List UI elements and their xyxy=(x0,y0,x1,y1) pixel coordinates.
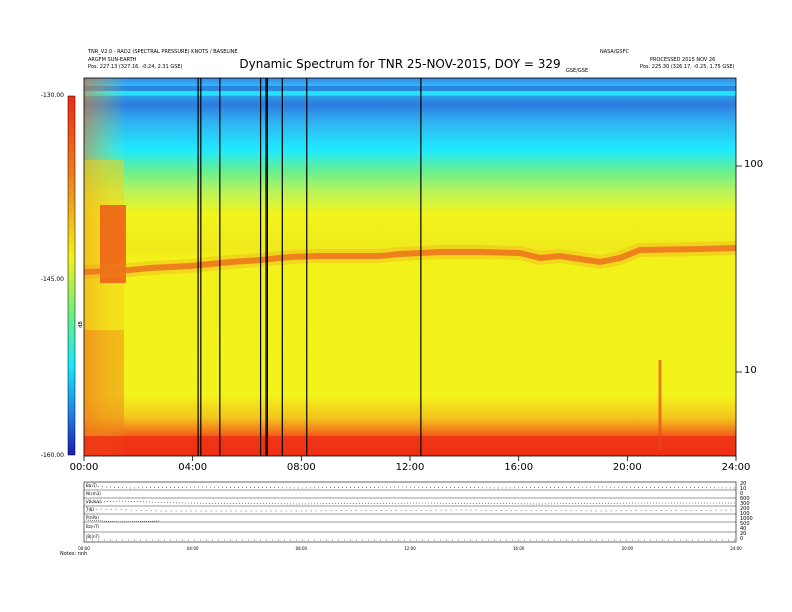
header-left-line2: ARGFM SUN-EARTH xyxy=(88,57,137,63)
colorbar-top-label: -130.00 xyxy=(40,92,64,99)
panel-label: V(km/s) xyxy=(86,499,102,504)
header-center-small: GSE/GSE xyxy=(566,68,589,74)
colorbar-bottom-label: -160.00 xyxy=(40,452,64,459)
x-tick-label: 12:00 xyxy=(395,462,425,473)
panel-right-value: 20 xyxy=(740,481,747,487)
x-tick-label: 20:00 xyxy=(612,462,642,473)
chart-title: Dynamic Spectrum for TNR 25-NOV-2015, DO… xyxy=(239,57,561,71)
spectrogram xyxy=(83,78,737,456)
panel-x-tick-label: 24:00 xyxy=(730,546,742,551)
panel-right-value: 40 xyxy=(740,526,747,532)
panel-right-value: 200 xyxy=(740,506,750,512)
panel-x-tick-label: 08:00 xyxy=(295,546,308,551)
header-right-line3: Pos: 225.30 (326.17, -0.25, 1.75 GSE) xyxy=(640,64,735,70)
panel-right-value: 600 xyxy=(740,496,750,502)
panel-x-tick-label: 00:00 xyxy=(78,546,90,551)
lower-panel xyxy=(83,481,737,543)
x-tick-label: 08:00 xyxy=(286,462,316,473)
panel-right-value: 1000 xyxy=(740,516,753,522)
panel-label: T(K) xyxy=(86,507,95,512)
panel-x-tick-label: 20:00 xyxy=(621,546,634,551)
panel-right-value: 20 xyxy=(740,531,747,537)
panel-right-value: 10 xyxy=(740,486,747,492)
header-right-line2: PROCESSED 2015 NOV 26 xyxy=(650,57,716,63)
panel-footer: Notes: nnh xyxy=(60,551,88,557)
emission-line xyxy=(83,245,737,275)
colorbar-mid-label: -145.00 xyxy=(40,276,64,283)
panel-right-value: 100 xyxy=(740,511,750,517)
header-right-line1: NASA/GSFC xyxy=(600,49,629,55)
panel-x-tick-label: 12:00 xyxy=(404,546,416,551)
x-tick-label: 16:00 xyxy=(504,462,534,473)
header-left-line1: TNR_V2.0 - RAD2 (SPECTRAL PRESSURE) KNOT… xyxy=(88,49,238,55)
x-axis-ticks xyxy=(83,456,737,461)
header-left-line3: Pos: 227.13 (327.16, -0.24, 2.31 GSE) xyxy=(88,64,183,70)
panel-label: N(cm3) xyxy=(86,491,101,496)
panel-right-value: 0 xyxy=(740,536,744,542)
y-tick-100: 100 xyxy=(744,159,764,170)
panel-right-value: 500 xyxy=(740,521,750,527)
panel-label: |B|(nT) xyxy=(86,534,100,539)
panel-label: P(nPa) xyxy=(86,515,99,520)
panel-label: Bz(nT) xyxy=(86,524,99,529)
colorbar xyxy=(67,95,76,456)
panel-label: B(nT) xyxy=(86,483,97,488)
y-tick-10: 10 xyxy=(744,365,757,376)
x-tick-label: 04:00 xyxy=(178,462,208,473)
panel-x-tick-label: 04:00 xyxy=(186,546,199,551)
panel-x-tick-label: 16:00 xyxy=(512,546,525,551)
panel-right-value: 300 xyxy=(740,501,750,507)
x-tick-label: 24:00 xyxy=(721,462,751,473)
panel-right-value: 0 xyxy=(740,491,744,497)
colorbar-axis-label: dB xyxy=(77,321,84,328)
x-tick-label: 00:00 xyxy=(69,462,99,473)
marker-lines xyxy=(197,78,422,456)
